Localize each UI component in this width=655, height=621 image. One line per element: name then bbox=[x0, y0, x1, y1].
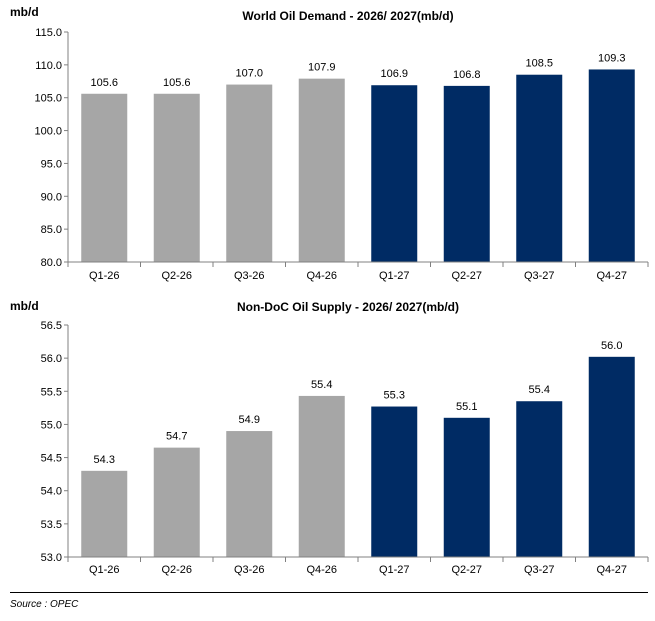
chart2-y-tick-label: 56.0 bbox=[41, 353, 62, 365]
chart1-y-tick-label: 90.0 bbox=[41, 191, 62, 203]
chart1-y-tick-label: 100.0 bbox=[34, 126, 62, 138]
chart2-data-label: 55.4 bbox=[311, 379, 332, 391]
chart2-bar bbox=[298, 395, 345, 557]
chart1-x-tick-label: Q3-26 bbox=[234, 270, 265, 282]
chart2-x-tick-label: Q3-27 bbox=[524, 564, 555, 576]
chart1-data-label: 107.0 bbox=[235, 68, 263, 80]
chart2-title: Non-DoC Oil Supply - 2026/ 2027(mb/d) bbox=[237, 300, 459, 314]
chart2-x-tick-label: Q4-27 bbox=[596, 564, 627, 576]
chart1-x-tick-label: Q4-26 bbox=[306, 270, 337, 282]
chart1-bar bbox=[81, 93, 128, 263]
chart2-x-tick-label: Q4-26 bbox=[306, 564, 337, 576]
chart1-data-label: 107.9 bbox=[308, 62, 336, 74]
chart2-bar bbox=[443, 417, 490, 557]
chart2-data-label: 54.9 bbox=[239, 414, 260, 426]
chart1-bar bbox=[588, 69, 635, 262]
chart2-data-label: 56.0 bbox=[601, 340, 622, 352]
chart2-y-tick-label: 54.0 bbox=[41, 486, 62, 498]
chart1-y-tick-label: 115.0 bbox=[35, 27, 62, 39]
chart2-y-tick-label: 54.5 bbox=[41, 453, 62, 465]
chart1-y-tick-label: 80.0 bbox=[41, 257, 62, 269]
chart1-title: World Oil Demand - 2026/ 2027(mb/d) bbox=[242, 9, 453, 23]
chart2-x-tick-label: Q1-27 bbox=[379, 564, 410, 576]
chart2-data-label: 54.7 bbox=[166, 431, 187, 443]
chart2-x-tick-label: Q1-26 bbox=[89, 564, 120, 576]
footer-divider bbox=[10, 592, 648, 593]
chart2-bar bbox=[81, 470, 128, 557]
chart1-data-label: 105.6 bbox=[163, 77, 191, 89]
chart2-y-tick-label: 53.0 bbox=[41, 552, 62, 564]
chart2-data-label: 55.3 bbox=[384, 390, 405, 402]
chart1-y-tick-label: 85.0 bbox=[41, 224, 62, 236]
chart1-bar bbox=[226, 84, 273, 262]
chart1-data-label: 105.6 bbox=[90, 77, 118, 89]
chart1-y-tick-label: 105.0 bbox=[34, 93, 62, 105]
chart2-data-label: 55.4 bbox=[529, 384, 550, 396]
chart1-bar bbox=[443, 85, 490, 262]
chart2-x-tick-label: Q2-27 bbox=[451, 564, 482, 576]
chart1-bar bbox=[298, 78, 345, 263]
chart1-bar bbox=[371, 85, 418, 262]
chart1-x-tick-label: Q2-26 bbox=[161, 270, 192, 282]
chart2-y-tick-label: 55.5 bbox=[41, 386, 62, 398]
chart2-y-tick-label: 56.5 bbox=[41, 320, 62, 332]
source-note: Source : OPEC bbox=[10, 599, 79, 610]
chart1-y-tick-label: 95.0 bbox=[41, 158, 62, 170]
chart2-x-tick-label: Q3-26 bbox=[234, 564, 265, 576]
chart1-x-tick-label: Q4-27 bbox=[596, 270, 627, 282]
chart2-y-tick-label: 53.5 bbox=[41, 519, 62, 531]
chart1-data-label: 108.5 bbox=[525, 58, 553, 70]
chart2-bar bbox=[153, 447, 200, 557]
chart2-bar bbox=[516, 401, 563, 557]
chart1-bar bbox=[153, 93, 200, 263]
chart1-bar bbox=[516, 74, 563, 262]
chart1-data-label: 106.8 bbox=[453, 69, 481, 81]
chart1-x-tick-label: Q2-27 bbox=[451, 270, 482, 282]
chart2-bar bbox=[226, 431, 273, 557]
chart1-data-label: 106.9 bbox=[380, 68, 408, 80]
chart2-data-label: 54.3 bbox=[94, 454, 115, 466]
chart2-x-tick-label: Q2-26 bbox=[161, 564, 192, 576]
chart1-y-axis-label: mb/d bbox=[10, 5, 39, 19]
charts-canvas: World Oil Demand - 2026/ 2027(mb/d) mb/d 8… bbox=[10, 5, 649, 576]
chart2-y-tick-label: 55.0 bbox=[41, 419, 62, 431]
chart1-x-tick-label: Q3-27 bbox=[524, 270, 555, 282]
chart2-data-label: 55.1 bbox=[456, 401, 477, 413]
chart2-y-axis-label: mb/d bbox=[10, 299, 39, 313]
chart2-bar bbox=[371, 406, 418, 557]
chart1-x-tick-label: Q1-26 bbox=[89, 270, 120, 282]
chart1-y-tick-label: 110.0 bbox=[35, 60, 62, 72]
chart2-bar bbox=[588, 356, 635, 557]
chart1-x-tick-label: Q1-27 bbox=[379, 270, 410, 282]
chart1-data-label: 109.3 bbox=[598, 52, 626, 64]
